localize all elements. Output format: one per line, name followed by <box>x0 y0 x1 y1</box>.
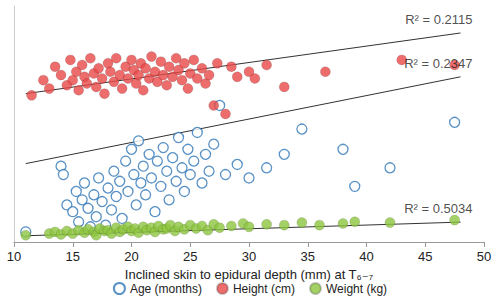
svg-text:25: 25 <box>183 249 197 264</box>
svg-text:30: 30 <box>242 249 256 264</box>
svg-text:R² = 0.2115: R² = 0.2115 <box>405 12 472 27</box>
svg-text:Height (cm): Height (cm) <box>233 282 295 296</box>
svg-text:R² = 0.2347: R² = 0.2347 <box>404 56 472 71</box>
svg-text:Age (months): Age (months) <box>130 282 202 296</box>
svg-text:R² = 0.5034: R² = 0.5034 <box>404 201 472 216</box>
svg-text:40: 40 <box>359 249 373 264</box>
svg-text:15: 15 <box>66 249 80 264</box>
svg-text:50: 50 <box>477 249 491 264</box>
svg-text:Weight (kg): Weight (kg) <box>326 282 387 296</box>
svg-text:20: 20 <box>124 249 138 264</box>
svg-text:45: 45 <box>418 249 432 264</box>
svg-text:10: 10 <box>7 249 21 264</box>
svg-text:35: 35 <box>301 249 315 264</box>
svg-text:Inclined skin to epidural dept: Inclined skin to epidural depth (mm) at … <box>125 267 374 282</box>
